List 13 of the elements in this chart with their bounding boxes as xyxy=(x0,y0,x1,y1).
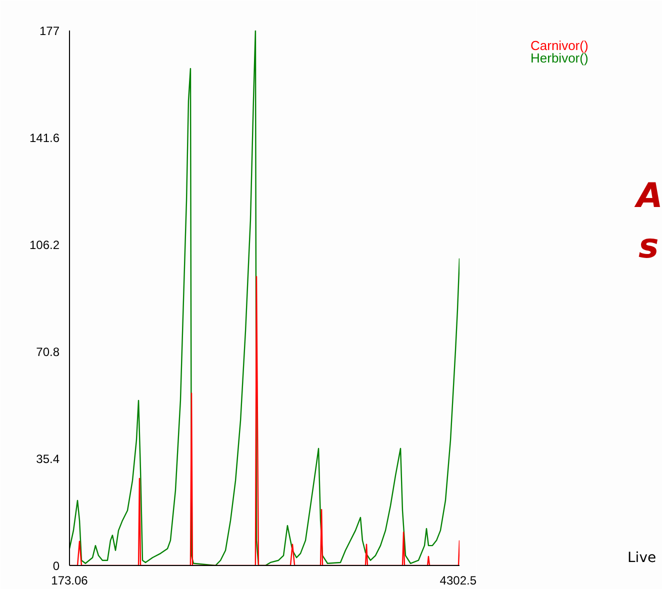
y-tick-label: 141.6 xyxy=(29,131,60,145)
y-tick-label: 70.8 xyxy=(36,345,60,359)
y-tick-label: 177 xyxy=(39,24,60,38)
text: s xyxy=(638,226,659,267)
x-tick-label: 173.06 xyxy=(51,574,88,588)
y-tick-label: 0 xyxy=(52,559,60,573)
x-tick-label: 4302.5 xyxy=(440,574,477,588)
y-tick-label: 106.2 xyxy=(29,238,60,252)
text: A xyxy=(634,176,662,216)
line-series xyxy=(70,30,460,566)
y-tick-label: 35.4 xyxy=(36,452,60,466)
text: Carnivor() xyxy=(530,38,588,53)
text: Live xyxy=(628,550,656,566)
